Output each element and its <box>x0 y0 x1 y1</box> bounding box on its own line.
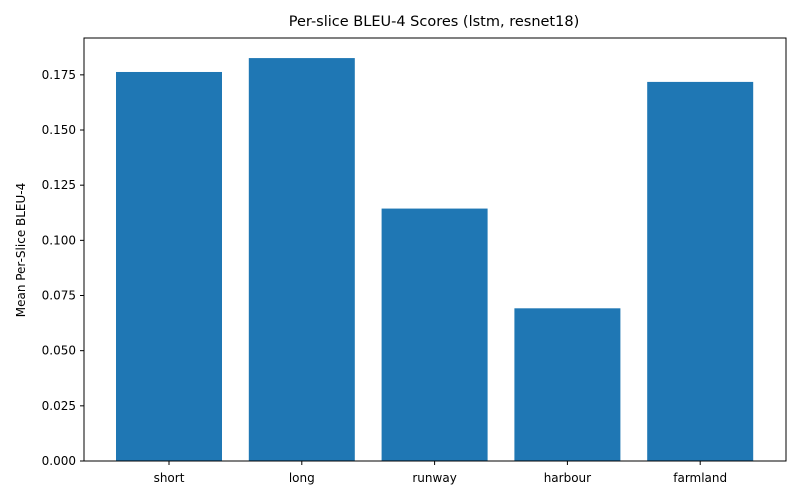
bars-group <box>116 58 754 462</box>
y-axis-label: Mean Per-Slice BLEU-4 <box>14 183 28 318</box>
bar-runway <box>381 208 488 461</box>
x-tick-label: farmland <box>673 471 727 485</box>
y-axis-ticks: 0.000 0.025 0.050 0.075 0.100 0.125 0.150 0.175 <box>42 68 84 468</box>
y-tick-label: 0.025 <box>42 399 76 413</box>
x-tick-label: runway <box>412 471 456 485</box>
y-tick-label: 0.150 <box>42 123 76 137</box>
y-tick-label: 0.075 <box>42 289 76 303</box>
y-tick-label: 0.175 <box>42 68 76 82</box>
bar-farmland <box>647 81 754 461</box>
bar-harbour <box>514 308 621 461</box>
plot-frame <box>83 37 787 462</box>
x-tick-label: short <box>154 471 185 485</box>
bar-long <box>248 58 355 462</box>
chart-title: Per-slice BLEU-4 Scores (lstm, resnet18) <box>289 14 579 30</box>
bar-short <box>116 71 222 461</box>
x-tick-label: harbour <box>544 471 591 485</box>
x-tick-label: long <box>289 471 315 485</box>
y-tick-label: 0.125 <box>42 178 76 192</box>
y-tick-label: 0.050 <box>42 344 76 358</box>
y-tick-label: 0.100 <box>42 233 76 247</box>
y-tick-label: 0.000 <box>42 454 76 468</box>
x-axis-ticks: short long runway harbour farmland <box>154 461 727 485</box>
